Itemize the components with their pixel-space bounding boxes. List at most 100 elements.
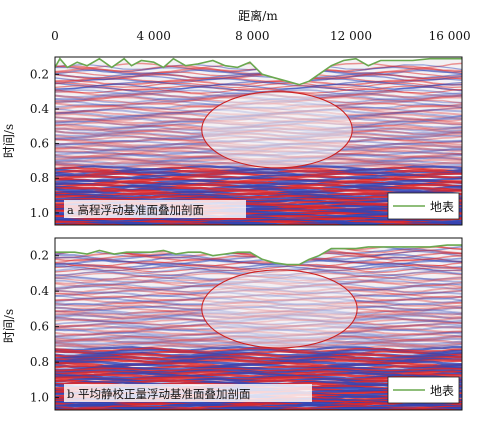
reflection-trace bbox=[55, 328, 462, 334]
reflection-trace bbox=[55, 414, 462, 416]
reflection-trace bbox=[55, 281, 462, 288]
reflection-trace bbox=[55, 297, 462, 303]
x-axis-label: 距离/m bbox=[238, 8, 278, 23]
reflection-trace bbox=[55, 229, 462, 231]
reflection-trace bbox=[55, 80, 462, 87]
reflection-trace bbox=[55, 289, 462, 296]
y-tick-label: 0.8 bbox=[30, 355, 49, 369]
reflection-trace bbox=[55, 82, 462, 89]
panel-a-y-axis-label: 时间/s bbox=[2, 124, 16, 158]
panel-b-highlight-ellipse bbox=[201, 269, 358, 349]
y-tick-label: 0.4 bbox=[30, 102, 49, 116]
y-tick-label: 0.6 bbox=[30, 137, 49, 151]
reflection-trace bbox=[55, 83, 462, 90]
panel-b-y-ticks: 0.2 0.4 0.6 0.8 1.0 bbox=[30, 249, 59, 405]
reflection-trace bbox=[55, 286, 462, 294]
reflection-trace bbox=[55, 298, 462, 305]
x-tick-label: 16 000 bbox=[429, 29, 471, 43]
reflection-trace bbox=[55, 343, 462, 349]
reflection-trace bbox=[55, 337, 462, 343]
reflection-trace bbox=[55, 305, 462, 312]
reflection-trace bbox=[55, 271, 462, 278]
reflection-trace bbox=[55, 353, 462, 359]
panel-b-surface-line bbox=[55, 244, 462, 266]
reflection-trace bbox=[55, 263, 462, 271]
panel-b-legend-label: 地表 bbox=[430, 384, 454, 398]
reflection-trace bbox=[55, 288, 462, 295]
reflection-trace bbox=[55, 275, 462, 282]
x-tick-label: 12 000 bbox=[330, 29, 372, 43]
reflection-trace bbox=[55, 318, 462, 325]
panel-a-legend-label: 地表 bbox=[430, 200, 454, 214]
reflection-trace bbox=[55, 231, 462, 233]
reflection-trace bbox=[55, 283, 462, 290]
panel-b: 0.2 0.4 0.6 0.8 1.0 时间/s 地表 b 平均静校正量浮动基准面叠加剖… bbox=[2, 237, 463, 416]
washout-zone bbox=[201, 269, 358, 348]
reflection-trace bbox=[55, 334, 462, 341]
reflection-trace bbox=[55, 274, 462, 280]
reflection-trace bbox=[55, 76, 462, 83]
reflection-trace bbox=[55, 75, 462, 82]
reflection-trace bbox=[55, 272, 462, 279]
reflection-trace bbox=[55, 294, 462, 300]
panel-a-reflection-traces bbox=[55, 62, 462, 233]
y-tick-label: 1.0 bbox=[30, 206, 49, 220]
washout-zone bbox=[201, 91, 353, 168]
x-tick-label: 8 000 bbox=[235, 29, 269, 43]
reflection-trace bbox=[55, 314, 462, 320]
reflection-trace bbox=[55, 279, 462, 286]
panel-b-caption-backdrop bbox=[64, 384, 312, 402]
y-tick-label: 0.6 bbox=[30, 320, 49, 334]
reflection-trace bbox=[55, 321, 462, 328]
reflection-trace bbox=[55, 172, 462, 178]
panel-a-y-ticks: 0.2 0.4 0.6 0.8 1.0 bbox=[30, 67, 59, 220]
panel-a-frame bbox=[54, 56, 463, 226]
reflection-trace bbox=[55, 412, 462, 414]
y-tick-label: 0.2 bbox=[30, 249, 49, 263]
y-tick-label: 0.2 bbox=[30, 67, 49, 81]
reflection-trace bbox=[55, 265, 462, 272]
reflection-trace bbox=[55, 312, 462, 319]
y-tick-label: 0.4 bbox=[30, 284, 49, 298]
panel-b-frame bbox=[54, 237, 463, 411]
y-tick-label: 1.0 bbox=[30, 391, 49, 405]
reflection-trace bbox=[55, 88, 462, 94]
reflection-trace bbox=[55, 295, 462, 302]
panel-a-highlight-ellipse bbox=[201, 91, 353, 169]
reflection-trace bbox=[55, 299, 462, 306]
panel-b-y-axis-label: 时间/s bbox=[2, 309, 16, 343]
x-tick-labels: 0 4 000 8 000 12 000 16 000 bbox=[51, 29, 471, 61]
reflection-trace bbox=[55, 307, 462, 313]
reflection-trace bbox=[55, 309, 462, 316]
panel-a-caption: a 高程浮动基准面叠加剖面 bbox=[67, 203, 204, 217]
reflection-trace bbox=[55, 317, 462, 323]
reflection-trace bbox=[55, 227, 462, 229]
panel-a-caption-backdrop bbox=[64, 200, 246, 218]
reflection-trace bbox=[55, 302, 462, 309]
panel-a-surface-line bbox=[55, 57, 462, 86]
reflection-trace bbox=[55, 278, 462, 285]
reflection-trace bbox=[55, 168, 462, 174]
reflection-trace bbox=[55, 276, 462, 283]
panel-b-above-surface bbox=[55, 238, 462, 265]
reflection-trace bbox=[55, 367, 462, 373]
reflection-trace bbox=[55, 325, 462, 332]
reflection-trace bbox=[55, 259, 462, 267]
reflection-trace bbox=[55, 292, 462, 299]
reflection-trace bbox=[55, 291, 462, 298]
reflection-trace bbox=[55, 324, 462, 331]
reflection-trace bbox=[55, 285, 462, 292]
reflection-trace bbox=[55, 331, 462, 337]
reflection-trace bbox=[55, 301, 462, 308]
reflection-trace bbox=[55, 269, 462, 276]
reflection-trace bbox=[55, 311, 462, 318]
reflection-trace bbox=[55, 338, 462, 345]
reflection-trace bbox=[55, 340, 462, 346]
x-tick-label: 4 000 bbox=[136, 29, 170, 43]
reflection-trace bbox=[55, 330, 462, 336]
reflection-trace bbox=[55, 267, 462, 275]
reflection-trace bbox=[55, 327, 462, 333]
reflection-trace bbox=[55, 320, 462, 326]
